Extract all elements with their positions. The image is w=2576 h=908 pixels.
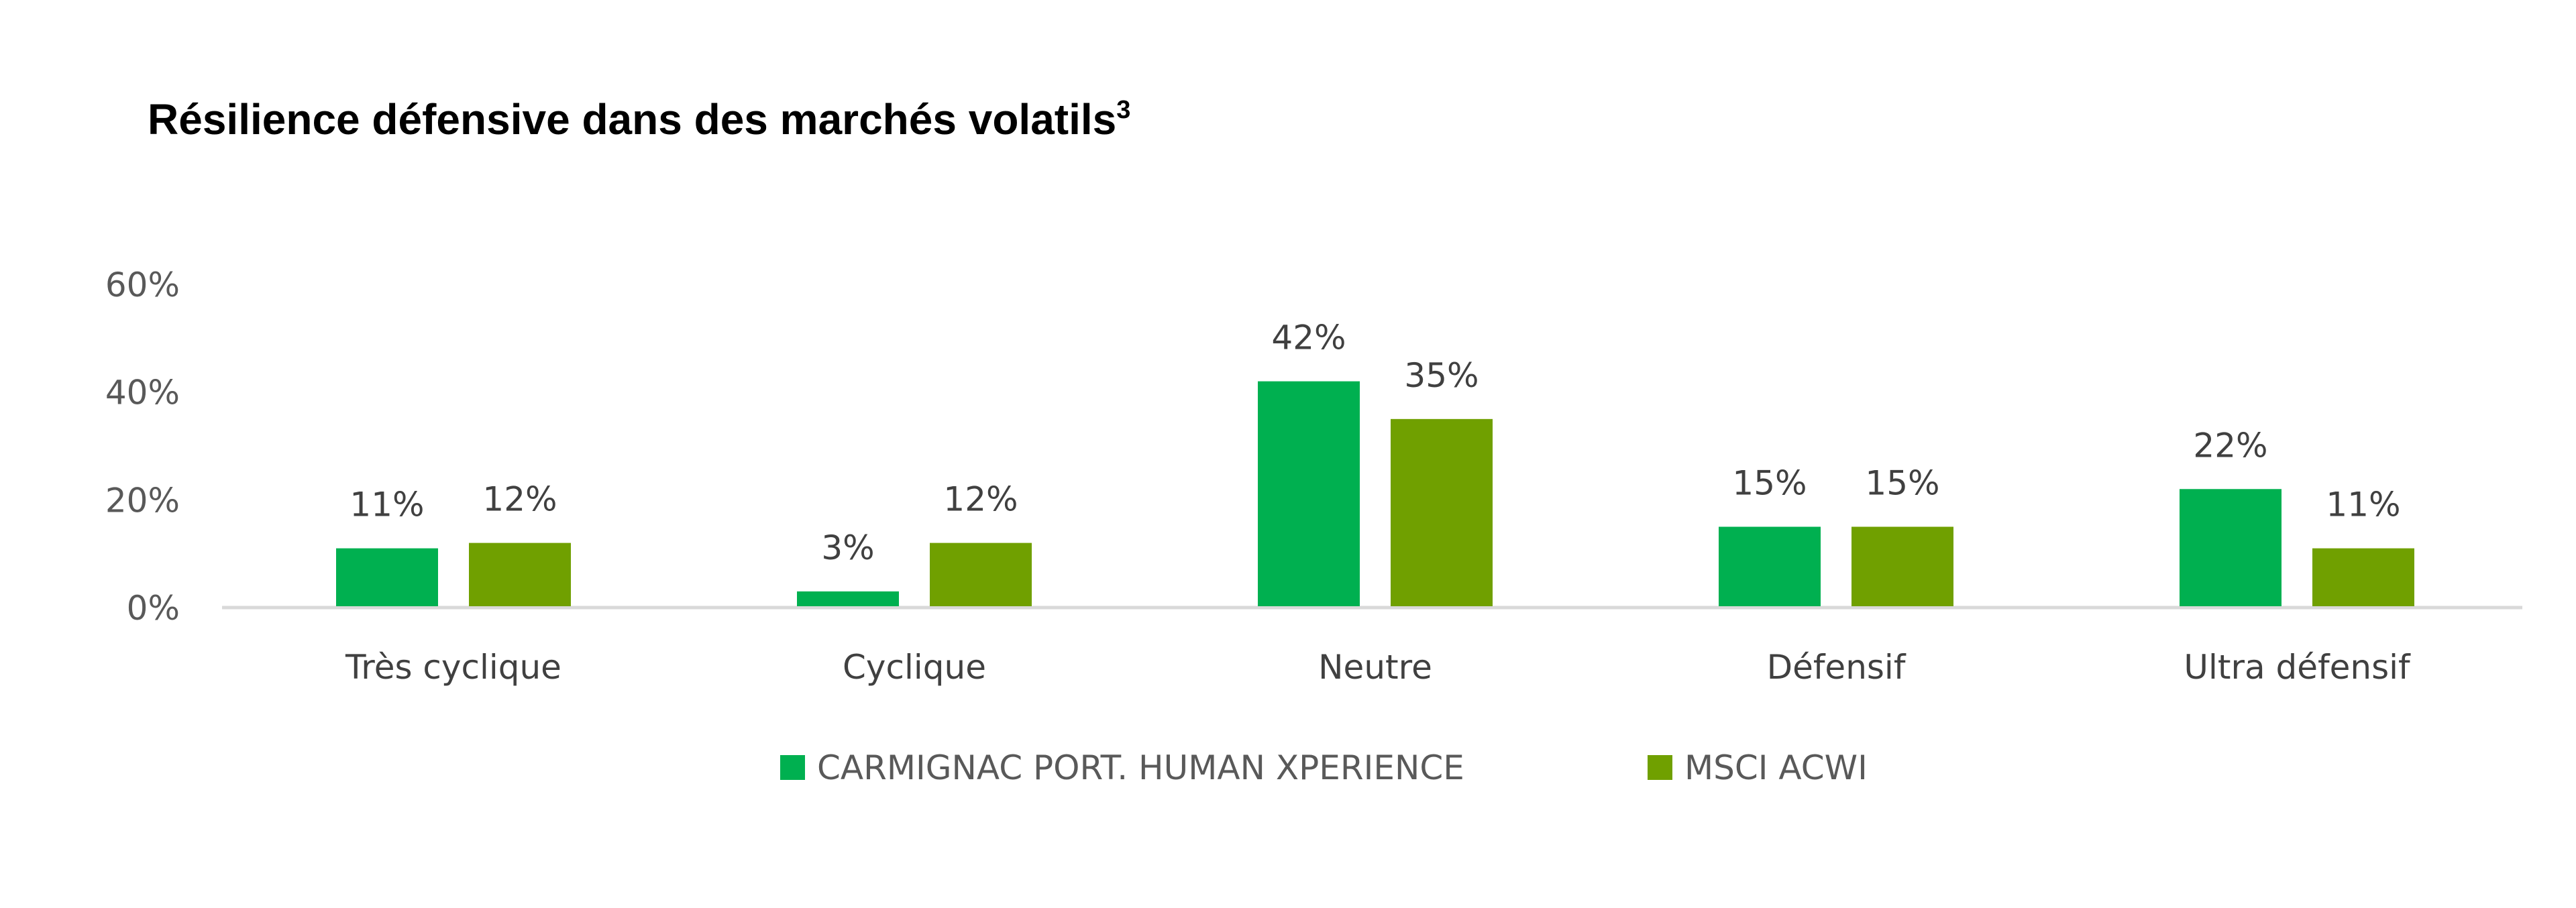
x-category-label: Cyclique	[843, 648, 986, 687]
legend-swatch	[1648, 755, 1672, 780]
data-label: 3%	[821, 528, 874, 567]
x-category-label: Neutre	[1318, 648, 1432, 687]
data-label: 12%	[943, 480, 1018, 519]
data-label: 11%	[2326, 486, 2400, 524]
data-label: 15%	[1732, 464, 1807, 503]
bar-carmignac-4	[2180, 489, 2282, 606]
data-label: 42%	[1271, 319, 1346, 357]
data-label: 22%	[2193, 426, 2267, 465]
y-tick-label: 0%	[127, 589, 180, 628]
y-tick-label: 20%	[105, 481, 180, 520]
y-tick-label: 60%	[105, 266, 180, 304]
bar-msci-4	[2312, 548, 2414, 606]
legend-label: CARMIGNAC PORT. HUMAN XPERIENCE	[817, 748, 1464, 787]
data-label: 35%	[1404, 356, 1479, 395]
x-category-label: Défensif	[1767, 648, 1907, 687]
x-category-label: Ultra défensif	[2184, 648, 2411, 687]
bar-msci-1	[930, 543, 1032, 606]
bar-carmignac-3	[1719, 526, 1821, 606]
data-label: 12%	[482, 480, 557, 519]
bar-carmignac-2	[1258, 381, 1360, 606]
bar-carmignac-0	[336, 548, 438, 606]
data-label: 15%	[1865, 464, 1939, 503]
y-tick-label: 40%	[105, 374, 180, 412]
legend-label: MSCI ACWI	[1684, 748, 1868, 787]
bar-msci-0	[469, 543, 571, 606]
legend-swatch	[780, 755, 805, 780]
bar-msci-3	[1851, 526, 1953, 606]
bar-msci-2	[1391, 418, 1493, 606]
x-category-label: Très cyclique	[345, 648, 561, 687]
title-superscript: 3	[1116, 96, 1130, 124]
bar-carmignac-1	[797, 591, 899, 606]
data-label: 11%	[350, 486, 424, 524]
chart-title: Résilience défensive dans des marchés vo…	[148, 95, 1130, 144]
